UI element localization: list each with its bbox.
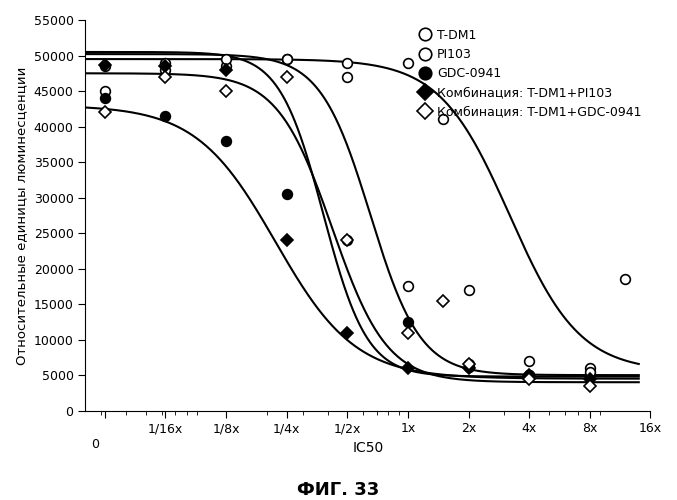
X-axis label: IC50: IC50 [352,441,384,455]
Text: ФИГ. 33: ФИГ. 33 [297,481,380,499]
Y-axis label: Относительные единицы люминесценции: Относительные единицы люминесценции [15,66,28,364]
Text: 0: 0 [91,438,100,451]
Legend: T-DM1, PI103, GDC-0941, Комбинация: T-DM1+PI103, Комбинация: T-DM1+GDC-0941: T-DM1, PI103, GDC-0941, Комбинация: T-DM… [414,24,647,124]
